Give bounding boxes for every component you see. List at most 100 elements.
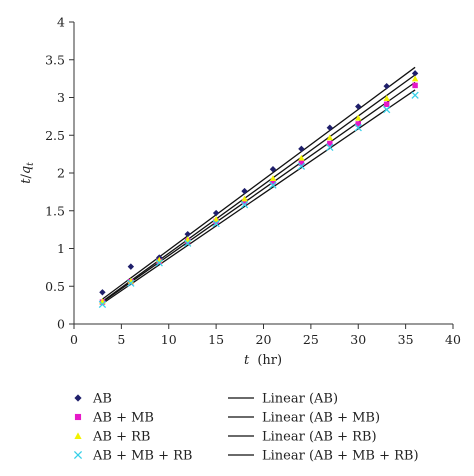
marker-stroke bbox=[411, 91, 419, 99]
data-point bbox=[99, 289, 106, 296]
marker-stroke bbox=[297, 162, 306, 170]
y-tick-label: 2 bbox=[57, 166, 65, 181]
data-point bbox=[298, 160, 305, 166]
x-tick-label: 0 bbox=[70, 332, 78, 347]
y-tick-label: 3.5 bbox=[45, 52, 65, 67]
data-point bbox=[127, 263, 135, 270]
y-tick-label: 1 bbox=[57, 241, 65, 256]
data-point bbox=[270, 179, 276, 185]
y-axis-title: t/qt bbox=[19, 162, 36, 184]
marker-stroke bbox=[98, 300, 107, 309]
legend-marker bbox=[74, 413, 82, 421]
y-tick-label: 0 bbox=[57, 317, 65, 332]
data-point bbox=[327, 140, 333, 147]
x-tick-label: 40 bbox=[445, 332, 461, 347]
y-tick-label: 0.5 bbox=[45, 279, 65, 294]
data-point bbox=[326, 124, 334, 131]
x-axis-title-unit: (hr) bbox=[257, 353, 282, 368]
marker-stroke bbox=[73, 450, 83, 460]
legend-label: Linear (AB + MB + RB) bbox=[262, 449, 419, 464]
data-point bbox=[383, 82, 390, 90]
data-point bbox=[412, 82, 418, 89]
x-tick-label: 35 bbox=[398, 332, 414, 347]
legend-marker bbox=[73, 450, 83, 460]
data-point bbox=[98, 300, 107, 309]
linear-fit-line bbox=[102, 74, 416, 302]
data-point bbox=[240, 201, 249, 209]
data-point bbox=[355, 121, 361, 127]
legend-label: AB bbox=[92, 392, 112, 407]
y-tick-label: 1.5 bbox=[45, 203, 65, 218]
marker-stroke bbox=[269, 181, 277, 189]
data-point bbox=[355, 103, 362, 110]
x-axis-title-var: t bbox=[244, 353, 250, 368]
data-point bbox=[411, 91, 419, 99]
legend-marker bbox=[74, 432, 82, 440]
linear-fit-line bbox=[102, 81, 416, 303]
marker-stroke bbox=[383, 105, 391, 114]
data-point bbox=[269, 166, 277, 173]
legend-marker bbox=[74, 394, 82, 402]
data-point bbox=[383, 105, 391, 114]
x-tick-label: 25 bbox=[303, 332, 319, 347]
data-point bbox=[127, 279, 135, 287]
data-point bbox=[297, 162, 306, 170]
marker-stroke bbox=[326, 143, 334, 151]
y-axis-title-slash: / bbox=[19, 174, 34, 179]
data-point bbox=[355, 114, 362, 121]
data-point bbox=[411, 75, 419, 82]
x-tick-label: 20 bbox=[256, 332, 272, 347]
x-tick-label: 10 bbox=[161, 332, 177, 347]
x-axis-title: t (hr) bbox=[244, 353, 282, 368]
data-points bbox=[98, 70, 419, 309]
marker-stroke bbox=[127, 279, 135, 287]
data-point bbox=[155, 259, 163, 267]
marker-stroke bbox=[184, 239, 192, 247]
legend: AB AB + MB AB + RB AB + MB + RB Linear (AB) L… bbox=[73, 392, 419, 464]
data-point bbox=[241, 187, 248, 195]
legend-label: Linear (AB) bbox=[262, 392, 338, 407]
data-point bbox=[212, 209, 220, 217]
data-point bbox=[212, 219, 220, 228]
data-point bbox=[383, 95, 390, 101]
y-axis-title-var: t bbox=[19, 178, 34, 184]
data-point bbox=[184, 230, 191, 238]
linear-fit-line bbox=[102, 89, 416, 305]
y-tick-label: 2.5 bbox=[45, 128, 65, 143]
y-axis-title-sub: t bbox=[26, 162, 36, 166]
data-point bbox=[269, 175, 277, 182]
data-point bbox=[298, 154, 305, 161]
linear-fit-lines bbox=[102, 66, 416, 305]
x-tick-label: 15 bbox=[208, 332, 224, 347]
data-point bbox=[298, 145, 305, 153]
y-axis-title-q: q bbox=[19, 166, 34, 174]
data-point bbox=[383, 101, 390, 108]
legend-label: AB + MB bbox=[92, 411, 154, 426]
legend-label: Linear (AB + MB) bbox=[262, 411, 380, 426]
data-point bbox=[241, 198, 248, 205]
data-point bbox=[269, 181, 277, 189]
data-point bbox=[326, 143, 334, 151]
legend-label: Linear (AB + RB) bbox=[262, 430, 377, 445]
data-point bbox=[411, 70, 419, 77]
data-point bbox=[241, 195, 248, 202]
data-point bbox=[212, 215, 220, 222]
x-axis-ticks: 0 5 10 15 20 25 30 35 40 bbox=[70, 324, 461, 347]
x-tick-label: 30 bbox=[350, 332, 366, 347]
data-point bbox=[354, 124, 362, 132]
marker-stroke bbox=[155, 259, 163, 267]
y-axis-ticks: 0 0.5 1 1.5 2 2.5 3 3.5 4 bbox=[45, 15, 74, 332]
linear-fit-line bbox=[102, 66, 416, 300]
legend-label: AB + RB bbox=[92, 430, 150, 445]
data-point bbox=[184, 236, 191, 243]
legend-label: AB + MB + RB bbox=[92, 449, 192, 464]
x-tick-label: 5 bbox=[117, 332, 125, 347]
data-point bbox=[184, 239, 192, 247]
marker-stroke bbox=[212, 219, 220, 228]
y-tick-label: 4 bbox=[57, 15, 65, 30]
y-tick-label: 3 bbox=[57, 90, 65, 105]
marker-stroke bbox=[354, 124, 362, 132]
marker-stroke bbox=[240, 201, 249, 209]
data-point bbox=[326, 134, 334, 141]
